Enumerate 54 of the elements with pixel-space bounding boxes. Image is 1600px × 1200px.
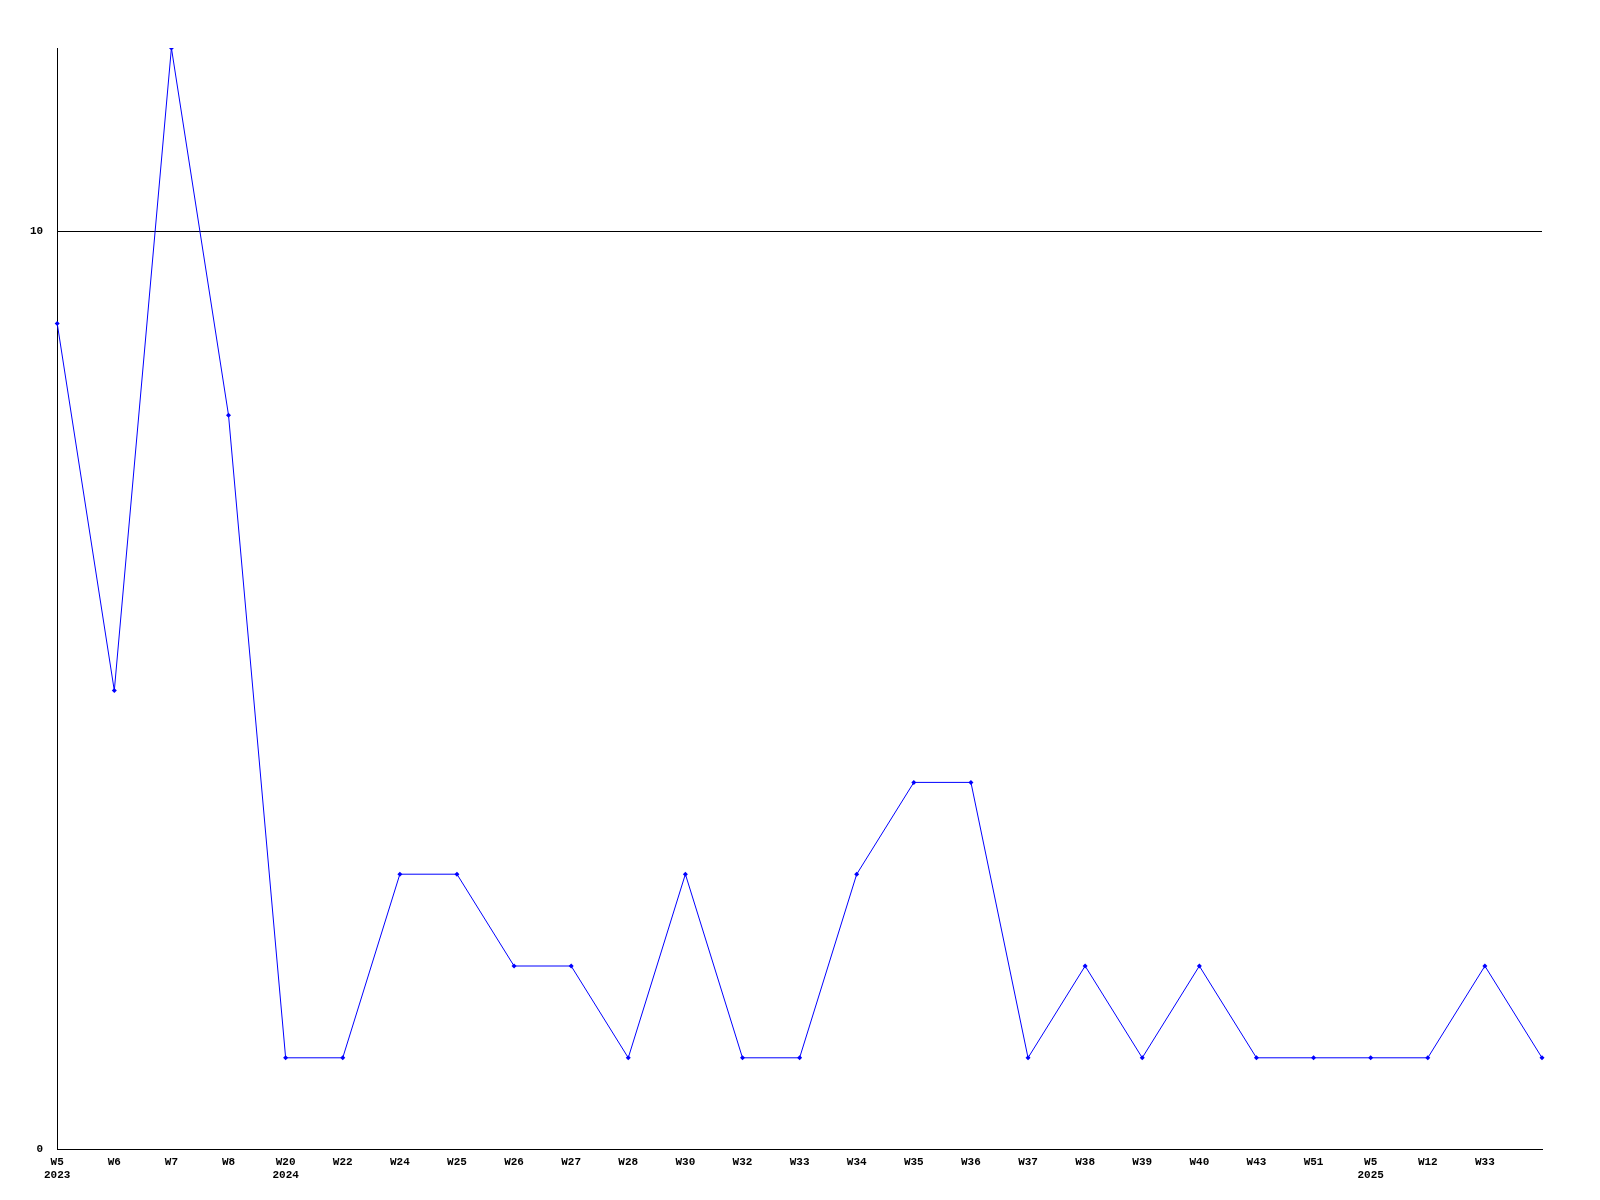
x-tick-label: W40 <box>1189 1155 1210 1168</box>
x-tick-label: W26 <box>504 1155 524 1168</box>
y-tick-label: 10 <box>30 225 44 238</box>
x-tick-label: W30 <box>675 1155 696 1168</box>
point <box>397 871 403 877</box>
point <box>1539 1055 1545 1061</box>
point <box>283 1055 289 1061</box>
x-tick-label: W39 <box>1132 1155 1153 1168</box>
point <box>54 320 60 326</box>
x-tick-label: W5 2023 <box>44 1155 71 1182</box>
x-tick-label: W33 <box>1474 1155 1496 1168</box>
x-tick-label: W32 <box>732 1155 753 1168</box>
x-tick-label: W36 <box>961 1155 981 1168</box>
point <box>511 963 517 969</box>
point <box>1139 1055 1145 1061</box>
point <box>454 871 460 877</box>
point <box>1025 1055 1031 1061</box>
point <box>797 1055 803 1061</box>
x-tick-label: W33 <box>789 1155 810 1168</box>
point <box>854 871 860 877</box>
point <box>1082 963 1088 969</box>
point <box>226 412 232 418</box>
y-tick-label: 0 <box>36 1143 44 1156</box>
x-tick-label: W28 <box>618 1155 639 1168</box>
x-tick-label: W51 <box>1303 1155 1324 1168</box>
point <box>1311 1055 1317 1061</box>
x-tick-label: W27 <box>561 1155 582 1168</box>
point <box>1368 1055 1374 1061</box>
point <box>568 963 574 969</box>
point <box>739 1055 745 1061</box>
x-tick-label: W20 2024 <box>272 1155 300 1182</box>
x-tick-label: W38 <box>1075 1155 1096 1168</box>
point <box>1253 1055 1259 1061</box>
x-tick-label: W24 <box>389 1155 411 1168</box>
x-tick-label: W8 <box>221 1155 236 1168</box>
x-tick-label: W6 <box>107 1155 121 1168</box>
point <box>340 1055 346 1061</box>
point <box>1196 963 1202 969</box>
point <box>968 779 974 785</box>
x-tick-label: W25 <box>447 1155 468 1168</box>
x-tick-label: W22 <box>332 1155 353 1168</box>
point <box>1482 963 1488 969</box>
x-tick-label: W5 2025 <box>1357 1155 1385 1182</box>
point <box>682 871 688 877</box>
x-tick-label: W12 <box>1417 1155 1438 1168</box>
x-tick-label: W35 <box>903 1155 925 1168</box>
point <box>1425 1055 1431 1061</box>
point <box>911 779 917 785</box>
x-tick-label: W43 <box>1246 1155 1267 1168</box>
x-tick-label: W37 <box>1018 1155 1038 1168</box>
x-tick-label: W34 <box>846 1155 867 1168</box>
x-tick-label: W7 <box>164 1155 179 1168</box>
point <box>625 1055 631 1061</box>
point <box>111 688 117 694</box>
